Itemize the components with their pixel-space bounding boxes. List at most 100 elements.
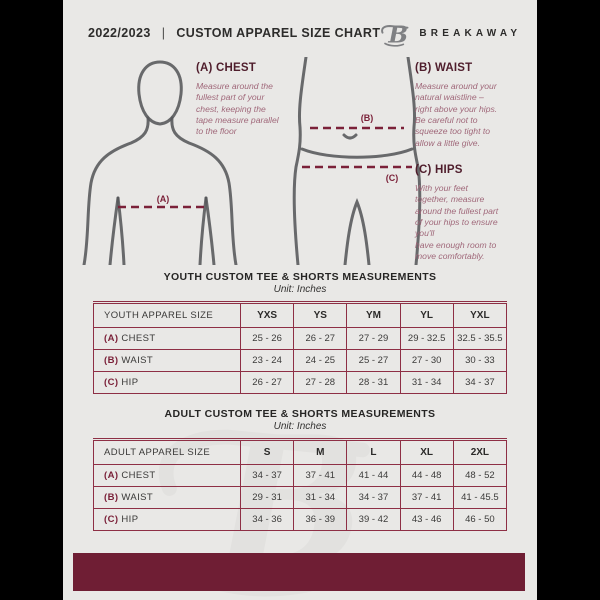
header: 2022/2023 | CUSTOM APPAREL SIZE CHART B … xyxy=(88,20,519,46)
youth-waist-value: 30 - 33 xyxy=(452,349,508,372)
youth-chest-value: 25 - 26 xyxy=(239,327,295,350)
youth-chest-value: 27 - 29 xyxy=(346,327,401,350)
adult-chest-value: 44 - 48 xyxy=(399,464,454,487)
brand-name: BREAKAWAY xyxy=(419,27,522,39)
youth-size-label-header: YOUTH APPAREL SIZE xyxy=(93,301,241,328)
adult-hip-value: 46 - 50 xyxy=(452,508,508,531)
hips-guide: (C) HIPS With your feet together, measur… xyxy=(415,164,535,262)
youth-size-table: YOUTH APPAREL SIZE YXS YS YM YL YXL (A) C… xyxy=(93,301,508,394)
youth-hip-value: 26 - 27 xyxy=(239,371,295,394)
table-row: (C) HIP 34 - 36 36 - 39 39 - 42 43 - 46 4… xyxy=(93,508,508,531)
adult-waist-value: 37 - 41 xyxy=(399,486,454,509)
season-label: 2022/2023 xyxy=(88,26,151,40)
adult-waist-value: 31 - 34 xyxy=(293,486,348,509)
adult-waist-value: 34 - 37 xyxy=(346,486,401,509)
waist-marker-label: (B) xyxy=(361,113,374,123)
row-label: WAIST xyxy=(121,355,154,366)
hips-heading: (C) HIPS xyxy=(415,164,463,176)
youth-hip-value: 31 - 34 xyxy=(399,371,454,394)
youth-table-title: YOUTH CUSTOM TEE & SHORTS MEASUREMENTS xyxy=(163,271,437,283)
youth-header-row: YOUTH APPAREL SIZE YXS YS YM YL YXL xyxy=(93,301,508,328)
title-divider: | xyxy=(161,26,166,40)
torso-figure: (A) xyxy=(82,60,238,265)
youth-waist-value: 23 - 24 xyxy=(239,349,295,372)
youth-chest-value: 32.5 - 35.5 xyxy=(452,327,508,350)
adult-hip-value: 39 - 42 xyxy=(346,508,401,531)
youth-waist-value: 24 - 25 xyxy=(293,349,348,372)
youth-hip-label: (C) HIP xyxy=(93,371,241,394)
chart-title: CUSTOM APPAREL SIZE CHART xyxy=(176,26,381,40)
adult-hip-value: 36 - 39 xyxy=(293,508,348,531)
row-label: WAIST xyxy=(121,492,154,503)
youth-waist-label: (B) WAIST xyxy=(93,349,241,372)
adult-chest-value: 37 - 41 xyxy=(293,464,348,487)
adult-size-col: 2XL xyxy=(452,438,508,465)
chest-heading: (A) CHEST xyxy=(196,62,256,74)
table-row: (B) WAIST 29 - 31 31 - 34 34 - 37 37 - 41… xyxy=(93,486,508,509)
hips-marker-label: (C) xyxy=(386,173,399,183)
youth-table-unit: Unit: Inches xyxy=(273,284,327,295)
youth-size-col: YL xyxy=(399,301,454,328)
youth-hip-value: 28 - 31 xyxy=(346,371,401,394)
page-background: 2022/2023 | CUSTOM APPAREL SIZE CHART B … xyxy=(63,0,537,600)
adult-table-section: ADULT CUSTOM TEE & SHORTS MEASUREMENTS U… xyxy=(93,408,508,531)
adult-chest-value: 48 - 52 xyxy=(452,464,508,487)
adult-waist-value: 41 - 45.5 xyxy=(452,486,508,509)
youth-hip-value: 34 - 37 xyxy=(452,371,508,394)
adult-chest-label: (A) CHEST xyxy=(93,464,241,487)
chest-marker-label: (A) xyxy=(157,194,170,204)
adult-size-table: ADULT APPAREL SIZE S M L XL 2XL (A) CHEST… xyxy=(93,438,508,531)
row-label: CHEST xyxy=(121,470,156,481)
logo-letter: B xyxy=(388,20,409,46)
row-key: (C) xyxy=(104,377,119,388)
youth-table-section: YOUTH CUSTOM TEE & SHORTS MEASUREMENTS U… xyxy=(93,271,508,394)
adult-waist-value: 29 - 31 xyxy=(239,486,295,509)
table-row: (B) WAIST 23 - 24 24 - 25 25 - 27 27 - 30… xyxy=(93,349,508,372)
adult-size-col: XL xyxy=(399,438,454,465)
adult-chest-value: 41 - 44 xyxy=(346,464,401,487)
page-title: 2022/2023 | CUSTOM APPAREL SIZE CHART xyxy=(88,26,380,40)
lower-body-figure: (B) (C) xyxy=(292,57,422,265)
row-label: HIP xyxy=(121,377,139,388)
footer-accent-bar xyxy=(73,553,525,591)
hips-description: With your feet together, measure around … xyxy=(415,183,499,262)
adult-hip-label: (C) HIP xyxy=(93,508,241,531)
adult-hip-value: 34 - 36 xyxy=(239,508,295,531)
row-label: HIP xyxy=(121,514,139,525)
table-row: (A) CHEST 34 - 37 37 - 41 41 - 44 44 - 48… xyxy=(93,464,508,487)
adult-size-col: M xyxy=(293,438,348,465)
youth-size-col: YM xyxy=(346,301,401,328)
youth-waist-value: 27 - 30 xyxy=(399,349,454,372)
row-key: (B) xyxy=(104,355,119,366)
table-row: (A) CHEST 25 - 26 26 - 27 27 - 29 29 - 32… xyxy=(93,327,508,350)
adult-hip-value: 43 - 46 xyxy=(399,508,454,531)
waist-description: Measure around your natural waistline – … xyxy=(415,81,498,148)
breakaway-logo-icon: B xyxy=(381,20,409,47)
chest-description: Measure around the fullest part of your … xyxy=(196,81,279,137)
chest-guide: (A) CHEST Measure around the fullest par… xyxy=(196,62,308,138)
waist-heading: (B) WAIST xyxy=(415,62,473,74)
youth-size-col: YXS xyxy=(239,301,295,328)
adult-table-title: ADULT CUSTOM TEE & SHORTS MEASUREMENTS xyxy=(164,408,436,420)
table-row: (C) HIP 26 - 27 27 - 28 28 - 31 31 - 34 3… xyxy=(93,371,508,394)
youth-hip-value: 27 - 28 xyxy=(293,371,348,394)
row-key: (B) xyxy=(104,492,119,503)
adult-size-label-header: ADULT APPAREL SIZE xyxy=(93,438,241,465)
adult-chest-value: 34 - 37 xyxy=(239,464,295,487)
waist-guide: (B) WAIST Measure around your natural wa… xyxy=(415,62,531,149)
row-key: (A) xyxy=(104,333,119,344)
youth-size-col: YXL xyxy=(452,301,508,328)
youth-chest-value: 26 - 27 xyxy=(293,327,348,350)
brand-block: B BREAKAWAY xyxy=(380,20,521,47)
row-label: CHEST xyxy=(121,333,156,344)
adult-table-unit: Unit: Inches xyxy=(273,421,327,432)
row-key: (C) xyxy=(104,514,119,525)
adult-size-col: S xyxy=(239,438,295,465)
youth-size-col: YS xyxy=(293,301,348,328)
row-key: (A) xyxy=(104,470,119,481)
youth-waist-value: 25 - 27 xyxy=(346,349,401,372)
youth-chest-value: 29 - 32.5 xyxy=(399,327,454,350)
adult-size-col: L xyxy=(346,438,401,465)
adult-waist-label: (B) WAIST xyxy=(93,486,241,509)
